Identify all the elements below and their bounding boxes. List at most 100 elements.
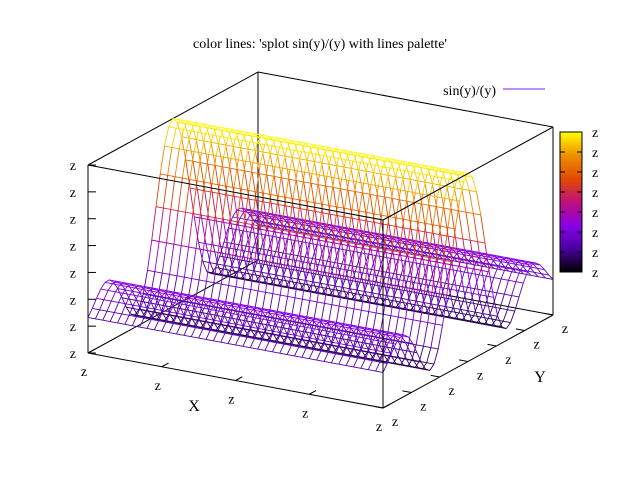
surface-mesh-line xyxy=(339,151,347,155)
surface-mesh-line xyxy=(156,312,162,320)
surface-mesh-line xyxy=(232,216,240,219)
surface-mesh-line xyxy=(287,295,296,299)
colorbox-tick-label: z xyxy=(592,246,598,261)
surface-mesh-line xyxy=(318,155,325,176)
surface-mesh-line xyxy=(312,258,320,261)
surface-mesh-line xyxy=(389,331,397,334)
surface-mesh-line xyxy=(375,274,383,278)
surface-mesh-line xyxy=(227,334,233,344)
surface-mesh-line xyxy=(298,234,304,268)
surface-mesh-line xyxy=(231,242,239,246)
surface-mesh-line xyxy=(96,297,104,301)
surface-mesh-line xyxy=(189,188,195,217)
surface-mesh-line xyxy=(295,199,301,233)
surface-mesh-line xyxy=(451,180,457,200)
surface-mesh-line xyxy=(279,318,288,321)
surface-mesh-line xyxy=(456,179,464,183)
surface-mesh-line xyxy=(259,332,265,340)
surface-mesh-line xyxy=(322,222,330,225)
surface-mesh-line xyxy=(295,220,304,223)
surface-mesh-line xyxy=(374,270,380,286)
surface-mesh-line xyxy=(106,300,112,312)
surface-mesh-line xyxy=(208,301,216,304)
surface-mesh-line xyxy=(270,213,278,216)
surface-mesh-line xyxy=(284,316,290,324)
surface-mesh-line xyxy=(229,219,238,223)
surface-mesh-line xyxy=(259,308,265,312)
surface-mesh-line xyxy=(397,340,406,343)
surface-mesh-line xyxy=(369,246,378,249)
surface-mesh-line xyxy=(401,160,410,163)
surface-mesh-line xyxy=(435,169,443,173)
surface-mesh-line xyxy=(349,288,355,300)
surface-mesh-line xyxy=(326,320,331,325)
colorbox-tick-label: z xyxy=(592,186,598,201)
surface-mesh-line xyxy=(296,339,302,346)
surface-mesh-line xyxy=(276,332,282,343)
surface-mesh-line xyxy=(303,201,309,235)
surface-mesh-line xyxy=(247,148,256,151)
surface-mesh-line xyxy=(331,362,339,365)
surface-mesh-line xyxy=(187,120,196,124)
surface-mesh-line xyxy=(247,336,255,340)
y-tick-label: z xyxy=(477,369,483,384)
surface-mesh-line xyxy=(407,359,413,367)
surface-mesh-line xyxy=(494,257,503,261)
surface-mesh-line xyxy=(171,128,177,148)
surface-mesh-line xyxy=(501,278,509,281)
surface-mesh-line xyxy=(372,247,378,282)
surface-mesh-line xyxy=(331,266,339,269)
y-tick-label: z xyxy=(449,384,455,399)
z-tick-label: z xyxy=(70,320,76,335)
surface-mesh-line xyxy=(329,224,337,227)
surface-mesh-line xyxy=(265,291,273,295)
surface-mesh-line xyxy=(392,169,398,189)
surface-mesh-line xyxy=(281,312,287,316)
surface-mesh-line xyxy=(391,356,400,359)
surface-mesh-line xyxy=(117,322,125,325)
surface-mesh-line xyxy=(283,138,289,144)
surface-mesh-line xyxy=(389,287,397,290)
surface-mesh-line xyxy=(202,261,208,273)
surface-mesh-line xyxy=(386,271,394,275)
surface-mesh-line xyxy=(333,345,339,353)
surface-mesh-line xyxy=(252,309,260,312)
surface-mesh-line xyxy=(302,298,310,301)
surface-mesh-line xyxy=(493,268,502,271)
surface-mesh-line xyxy=(337,215,343,245)
surface-mesh-line xyxy=(298,346,307,349)
surface-mesh-line xyxy=(475,261,484,265)
surface-mesh-line xyxy=(519,263,525,271)
surface-mesh-line xyxy=(207,215,216,219)
surface-mesh-line xyxy=(170,208,179,212)
surface-mesh-line xyxy=(301,348,307,358)
y-tick-label: z xyxy=(392,415,398,430)
surface-mesh-line xyxy=(442,295,448,326)
surface-mesh-line xyxy=(177,303,183,314)
surface-mesh-line xyxy=(376,312,384,315)
z-tick-label: z xyxy=(70,240,76,255)
surface-mesh-line xyxy=(479,322,488,325)
surface-mesh-line xyxy=(421,244,429,247)
surface-mesh-line xyxy=(153,320,160,331)
surface-mesh-line xyxy=(213,340,221,343)
surface-mesh-line xyxy=(306,347,314,351)
surface-mesh-line xyxy=(369,213,375,247)
surface-mesh-line xyxy=(156,289,162,293)
surface-mesh-line xyxy=(209,124,218,128)
surface-mesh-line xyxy=(472,253,481,256)
surface-mesh-line xyxy=(336,179,342,207)
surface-mesh-line xyxy=(345,159,354,162)
surface-mesh-line xyxy=(401,298,407,310)
surface-mesh-line xyxy=(415,258,421,284)
surface-mesh-line xyxy=(274,313,283,316)
surface-mesh-line xyxy=(497,316,503,328)
surface-mesh-line xyxy=(200,297,206,301)
surface-mesh-line xyxy=(451,299,457,312)
surface-mesh-line xyxy=(262,151,271,154)
surface-mesh-line xyxy=(408,336,414,344)
surface-mesh-line xyxy=(168,290,176,293)
surface-mesh-line xyxy=(342,149,348,155)
surface-mesh-line xyxy=(412,319,421,322)
surface-mesh-line xyxy=(502,309,508,322)
